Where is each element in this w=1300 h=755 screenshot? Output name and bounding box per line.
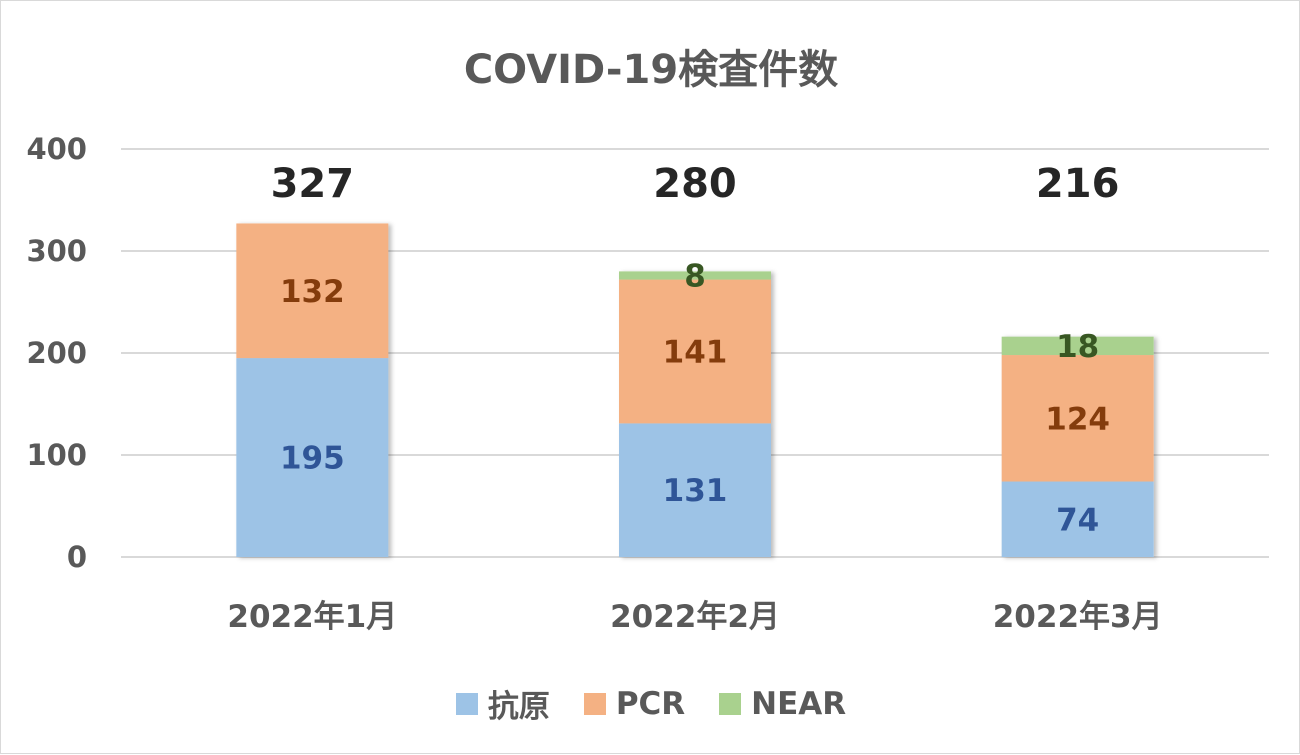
legend-item: 抗原 (455, 681, 550, 726)
bar-segment (1001, 355, 1154, 482)
data-label: 18 (1056, 329, 1099, 365)
data-label: 74 (1056, 502, 1099, 538)
bar-segment (1001, 336, 1154, 356)
data-label: 132 (280, 274, 345, 310)
bar-segment (236, 358, 389, 557)
bar-segment (619, 423, 771, 557)
legend-item: PCR (583, 685, 686, 722)
y-tick-label: 0 (67, 540, 87, 574)
y-tick-label: 300 (26, 234, 87, 268)
legend-label: NEAR (751, 685, 847, 722)
y-tick-label: 400 (26, 132, 87, 166)
legend-swatch (719, 692, 742, 715)
bar-stack (236, 223, 389, 557)
legend-label: PCR (615, 685, 686, 722)
x-tick-label: 2022年1月 (227, 599, 397, 635)
bar-segment (619, 279, 771, 424)
y-tick-label: 200 (26, 336, 87, 370)
data-label: 141 (663, 334, 728, 370)
total-label: 280 (653, 161, 737, 207)
bar-segment (619, 271, 771, 280)
total-label: 216 (1036, 161, 1120, 207)
legend-item: NEAR (719, 686, 846, 722)
legend-swatch (455, 692, 478, 715)
bar-stack (1001, 336, 1154, 557)
x-tick-label: 2022年3月 (993, 599, 1163, 635)
total-label: 327 (271, 161, 355, 207)
legend-label: 抗原 (487, 689, 550, 725)
bar-segment (1001, 481, 1154, 557)
bar-segment (236, 223, 389, 359)
x-tick-label: 2022年2月 (610, 599, 780, 635)
data-label: 8 (684, 258, 706, 294)
chart-legend: 抗原 PCR NEAR (1, 681, 1300, 726)
y-tick-label: 100 (26, 438, 87, 472)
chart-title: COVID-19検査件数 (463, 47, 839, 93)
data-label: 124 (1045, 401, 1110, 437)
data-label: 131 (663, 473, 728, 509)
data-label: 195 (280, 441, 345, 477)
legend-swatch (583, 692, 606, 715)
bar-stack (619, 271, 771, 557)
